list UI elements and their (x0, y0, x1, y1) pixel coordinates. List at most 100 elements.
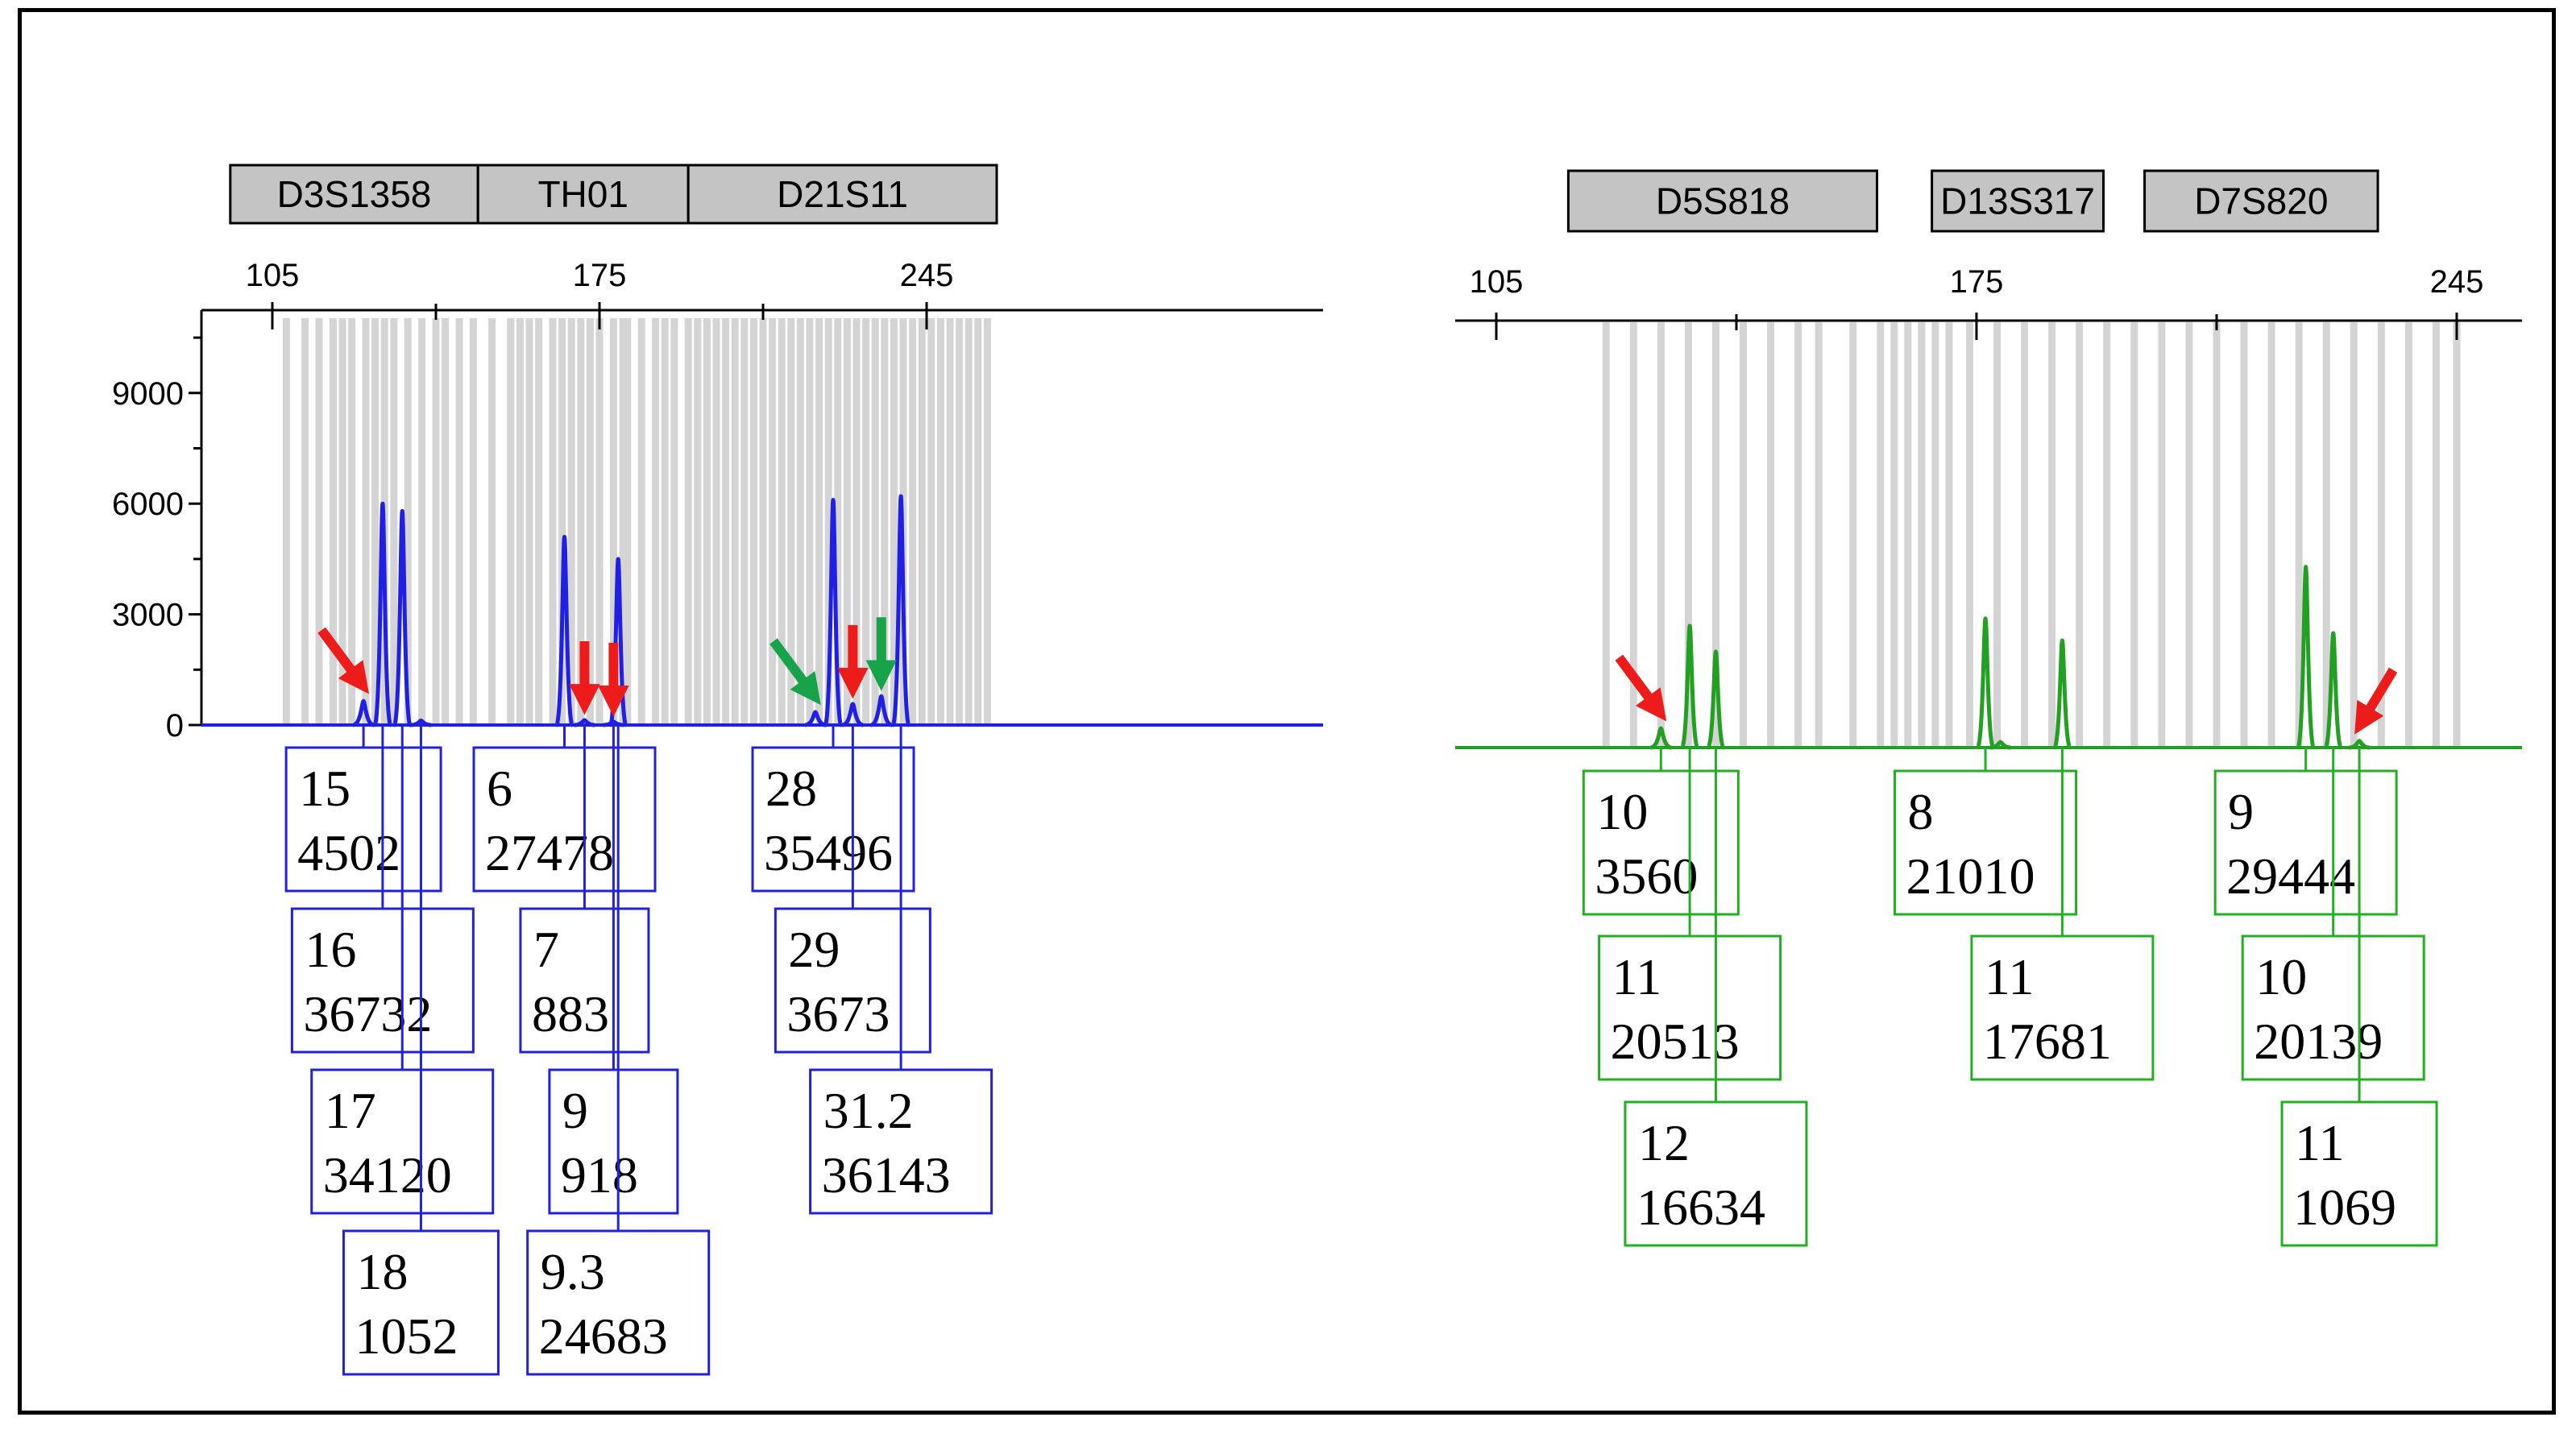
allele-call-box[interactable] (548, 1068, 679, 1215)
peak (410, 719, 432, 727)
allele-call-box[interactable] (2241, 934, 2425, 1081)
allele-call-box[interactable] (774, 907, 931, 1054)
locus-label: D5S818 (1656, 180, 1790, 222)
allele-call-box[interactable] (809, 1068, 993, 1215)
allele-label: 9.3 (541, 1243, 605, 1300)
allele-label: 8 (1908, 783, 1934, 840)
peak (1705, 649, 1726, 750)
allele-call-box[interactable] (1970, 934, 2155, 1081)
allele-call-box[interactable] (1582, 769, 1740, 916)
allele-value: 24683 (539, 1307, 668, 1365)
allele-call[interactable]: 6 27478 (472, 725, 657, 893)
allele-call-box[interactable] (310, 1068, 495, 1215)
size-tick-label: 105 (1470, 264, 1524, 300)
allele-call-box[interactable] (519, 907, 650, 1054)
allele-call-box[interactable] (2280, 1100, 2438, 1247)
allele-call[interactable]: 28 35496 (751, 725, 915, 893)
allele-call[interactable]: 18 1052 (342, 725, 500, 1376)
peak (372, 501, 393, 727)
peak (841, 702, 865, 727)
allele-value: 918 (561, 1146, 638, 1204)
allele-call[interactable]: 10 20139 (2241, 748, 2425, 1081)
panel-green: D5S818 D13S317 D7S820 105 175 245 10 3560 11 2051… (1455, 169, 2522, 1247)
allele-call[interactable]: 11 20513 (1598, 748, 1782, 1081)
allele-call-box[interactable] (526, 1229, 711, 1376)
allele-call-box[interactable] (284, 746, 442, 893)
allele-call-box[interactable] (2213, 769, 2398, 916)
allele-call[interactable]: 15 4502 (284, 725, 442, 893)
peak (352, 698, 375, 727)
allele-label: 28 (765, 760, 817, 817)
size-tick-label: 245 (2430, 264, 2484, 300)
allele-label: 29 (788, 921, 840, 978)
allele-label: 10 (1596, 783, 1648, 840)
allele-call-box[interactable] (290, 907, 475, 1054)
allele-label: 11 (2295, 1114, 2345, 1171)
allele-call[interactable]: 9 29444 (2213, 748, 2398, 916)
red-arrow-marker (1615, 654, 1667, 722)
allele-value: 16634 (1636, 1179, 1765, 1236)
locus-box[interactable] (476, 164, 690, 225)
rfu-tick-label: 0 (166, 708, 184, 744)
allele-label: 11 (1612, 948, 1662, 1005)
allele-label: 10 (2255, 948, 2307, 1005)
allele-call[interactable]: 12 16634 (1624, 748, 1808, 1247)
allele-value: 36732 (303, 985, 432, 1042)
red-arrow-marker (2354, 667, 2398, 735)
peak (392, 508, 413, 727)
peak (2323, 631, 2344, 750)
allele-value: 1052 (355, 1307, 458, 1365)
allele-call[interactable]: 16 36732 (290, 725, 475, 1054)
allele-call-box[interactable] (472, 746, 657, 893)
allele-value: 17681 (1983, 1013, 2112, 1070)
peak (1989, 740, 2011, 750)
allele-call-box[interactable] (1598, 934, 1782, 1081)
locus-box[interactable] (229, 164, 479, 225)
allele-value: 20513 (1611, 1013, 1740, 1070)
peak (869, 694, 893, 727)
peak (1975, 616, 1996, 750)
allele-label: 31.2 (823, 1082, 914, 1139)
locus-box[interactable] (2143, 169, 2379, 233)
peak (2348, 739, 2371, 750)
allele-call[interactable]: 9.3 24683 (526, 725, 711, 1376)
allele-call-box[interactable] (342, 1229, 500, 1376)
size-tick-label: 175 (1950, 264, 2004, 300)
peak (554, 534, 575, 727)
locus-box[interactable] (1566, 169, 1879, 233)
bin-group (1602, 322, 2461, 748)
allele-call-box[interactable] (1894, 769, 2078, 916)
peak (890, 494, 911, 727)
allele-call-box[interactable] (751, 746, 915, 893)
size-tick-label: 245 (900, 258, 954, 293)
allele-label: 16 (305, 921, 356, 978)
allele-label: 17 (325, 1082, 376, 1139)
allele-label: 7 (533, 921, 559, 978)
allele-call-box[interactable] (1624, 1100, 1808, 1247)
peak (1679, 624, 1700, 750)
allele-call[interactable]: 10 3560 (1582, 748, 1740, 916)
allele-label: 11 (1985, 948, 2035, 1005)
peak (1649, 726, 1673, 750)
allele-call[interactable]: 11 17681 (1970, 748, 2155, 1081)
locus-label: D7S820 (2194, 180, 2328, 222)
locus-box[interactable] (687, 164, 998, 225)
locus-label: D21S11 (777, 173, 908, 215)
allele-value: 21010 (1906, 847, 2035, 905)
locus-box[interactable] (1931, 169, 2105, 233)
allele-value: 3673 (786, 985, 890, 1042)
allele-call[interactable]: 29 3673 (774, 725, 931, 1054)
allele-call[interactable]: 11 1069 (2280, 748, 2438, 1247)
allele-call[interactable]: 8 21010 (1894, 748, 2078, 916)
allele-label: 18 (356, 1243, 408, 1300)
allele-value: 883 (532, 985, 609, 1042)
allele-label: 15 (299, 760, 351, 817)
allele-value: 35496 (764, 824, 893, 881)
allele-call[interactable]: 31.2 36143 (809, 725, 993, 1215)
size-tick-label: 175 (573, 258, 627, 293)
allele-label: 9 (2228, 783, 2254, 840)
allele-call[interactable]: 17 34120 (310, 725, 495, 1215)
locus-label: TH01 (537, 173, 628, 215)
